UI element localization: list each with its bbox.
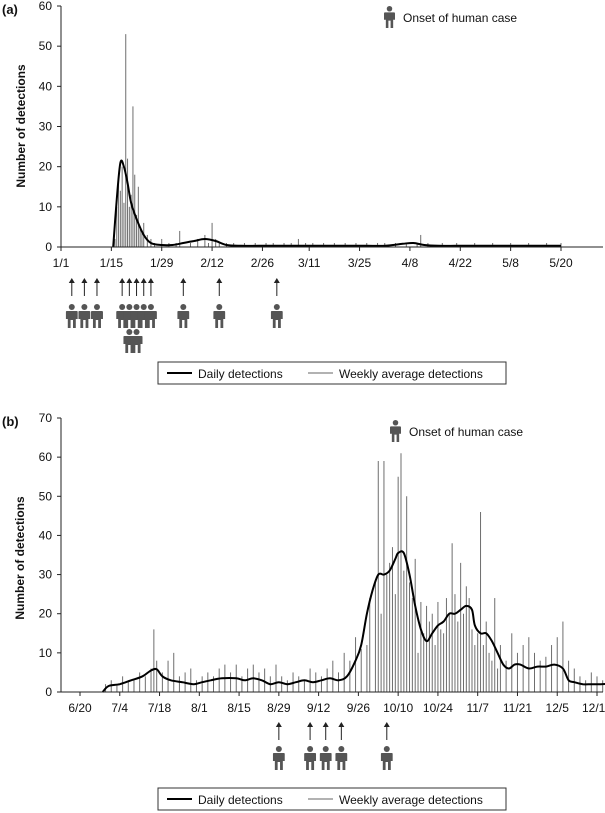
x-tick-label: 1/29 [150,256,174,270]
panel-a-daily-bars [114,34,562,247]
person-icon [90,304,103,328]
panel-b-y-ticks: 0 10 20 30 40 50 60 70 [39,411,61,699]
panel-b-weekly-line [101,550,605,693]
person-icon [319,746,332,770]
case-arrow-head [81,278,88,283]
case-arrow-head [68,278,75,283]
x-tick-label: 9/12 [307,701,331,715]
x-tick-label: 8/15 [227,701,251,715]
y-tick-label: 10 [39,200,53,214]
case-arrow-head [273,278,280,283]
y-tick-label: 20 [39,160,53,174]
x-tick-label: 5/8 [502,256,519,270]
x-tick-label: 7/4 [111,701,128,715]
x-tick-label: 11/21 [503,701,532,715]
case-arrow-head [133,278,140,283]
person-icon [304,746,317,770]
person-icon [270,304,283,328]
panel-b-daily-bars [105,453,604,692]
person-icon [335,746,348,770]
y-tick-label: 50 [39,39,53,53]
x-tick-label: 10/24 [423,701,453,715]
case-arrow-head [216,278,223,283]
y-tick-label: 50 [39,489,53,503]
case-arrow-head [93,278,100,283]
case-arrow-head [140,278,147,283]
y-tick-label: 40 [39,528,53,542]
person-icon [272,746,285,770]
y-tick-label: 60 [39,0,53,13]
panel-a-human-cases [65,278,283,353]
x-tick-label: 9/26 [347,701,371,715]
case-arrow-head [383,722,390,727]
y-tick-label: 20 [39,607,53,621]
y-tick-label: 10 [39,646,53,660]
y-tick-label: 0 [45,240,52,254]
x-tick-label: 11/7 [466,701,489,715]
panel-a-ylabel: Number of detections [14,64,28,188]
person-icon [78,304,91,328]
x-tick-label: 8/29 [267,701,291,715]
panel-a-annotation: Onset of human case [384,6,517,28]
case-arrow-head [322,722,329,727]
person-icon [390,420,401,442]
panel-a-x-ticks: 1/1 1/15 1/29 2/12 2/26 3/11 3/25 4/8 4/22 5/8 5/2… [53,247,573,270]
panel-b-human-cases [272,722,393,770]
x-tick-label: 1/15 [100,256,124,270]
panel-b-annotation-text: Onset of human case [409,425,523,439]
y-tick-label: 30 [39,568,53,582]
y-tick-label: 70 [39,411,53,425]
x-tick-label: 5/20 [549,256,573,270]
panel-a-weekly-line [112,159,561,248]
panel-a-legend: Daily detections Weekly average detectio… [157,361,507,385]
y-tick-label: 0 [45,685,52,699]
case-arrow-head [338,722,345,727]
case-arrow-head [147,278,154,283]
x-tick-label: 8/1 [191,701,208,715]
panel-b-legend: Daily detections Weekly average detectio… [157,787,507,811]
panel-b: (b) Number of detections 0 10 20 30 40 50 60 70… [2,411,605,811]
y-tick-label: 40 [39,79,53,93]
x-tick-label: 3/11 [298,256,321,270]
legend-daily-label: Daily detections [198,793,283,807]
legend-weekly-label: Weekly average detections [339,793,483,807]
x-tick-label: 4/22 [449,256,473,270]
panel-b-x-ticks: 6/20 7/4 7/18 8/1 8/15 8/29 9/12 9/26 10/10 10/24… [68,692,605,715]
panel-a: (a) Number of detections 0 10 20 30 40 50 60 1… [2,0,603,385]
x-tick-label: 3/25 [348,256,372,270]
x-tick-label: 1/1 [53,256,70,270]
x-tick-label: 7/18 [148,701,172,715]
x-tick-label: 6/20 [68,701,92,715]
case-arrow-head [126,278,133,283]
person-icon [65,304,78,328]
panel-a-y-ticks: 0 10 20 30 40 50 60 [39,0,61,254]
panel-b-label: (b) [2,414,19,429]
x-tick-label: 4/8 [402,256,419,270]
legend-daily-label: Daily detections [198,367,283,381]
x-tick-label: 2/26 [251,256,275,270]
x-tick-label: 12/5 [546,701,570,715]
case-arrow-head [275,722,282,727]
y-tick-label: 60 [39,450,53,464]
person-icon [380,746,393,770]
y-tick-label: 30 [39,120,53,134]
person-icon [213,304,226,328]
person-icon [177,304,190,328]
panel-a-annotation-text: Onset of human case [403,11,517,25]
case-arrow-head [307,722,314,727]
case-arrow-head [180,278,187,283]
x-tick-label: 10/10 [383,701,413,715]
panel-a-label: (a) [2,2,18,17]
legend-weekly-label: Weekly average detections [339,367,483,381]
x-tick-label: 12/19 [582,701,605,715]
x-tick-label: 2/12 [200,256,224,270]
person-icon [384,6,395,28]
panel-b-annotation: Onset of human case [390,420,523,442]
case-arrow-head [119,278,126,283]
panel-b-ylabel: Number of detections [13,496,27,620]
